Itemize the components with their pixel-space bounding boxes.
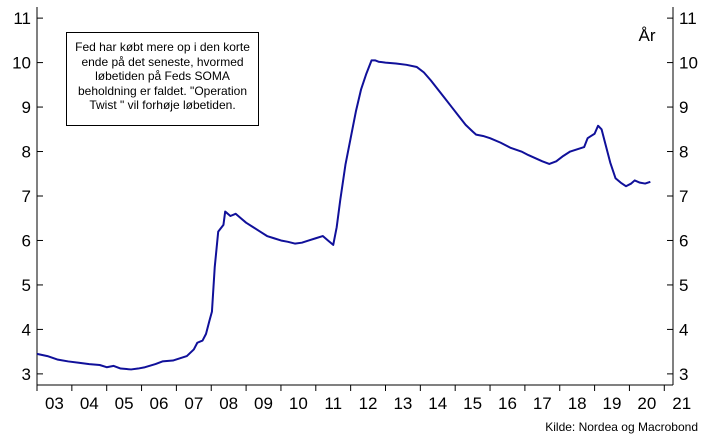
x-tick-label: 08 xyxy=(219,394,238,413)
y-unit-label: År xyxy=(639,26,656,45)
right-y-tick-label: 3 xyxy=(679,365,688,384)
left-y-tick-label: 4 xyxy=(22,320,31,339)
left-y-tick-label: 11 xyxy=(13,9,31,28)
x-tick-label: 15 xyxy=(463,394,482,413)
x-tick-label: 14 xyxy=(428,394,447,413)
x-tick-label: 18 xyxy=(568,394,587,413)
x-tick-label: 17 xyxy=(533,394,552,413)
annotation-text: Fed har købt mere op i den korte ende på… xyxy=(75,40,250,113)
x-tick-label: 03 xyxy=(45,394,64,413)
right-y-tick-label: 11 xyxy=(679,9,697,28)
right-y-tick-label: 7 xyxy=(679,187,688,206)
left-y-tick-label: 10 xyxy=(12,54,31,73)
right-y-tick-label: 8 xyxy=(679,143,688,162)
annotation-box: Fed har købt mere op i den korte ende på… xyxy=(66,32,259,126)
x-tick-label: 20 xyxy=(637,394,656,413)
x-tick-label: 12 xyxy=(359,394,378,413)
right-y-tick-label: 10 xyxy=(679,54,698,73)
x-tick-label: 07 xyxy=(184,394,203,413)
x-tick-label: 21 xyxy=(672,394,691,413)
x-tick-label: 05 xyxy=(115,394,134,413)
x-tick-label: 13 xyxy=(393,394,412,413)
x-tick-label: 11 xyxy=(324,394,342,413)
x-tick-label: 04 xyxy=(80,394,99,413)
x-tick-label: 19 xyxy=(603,394,622,413)
right-y-tick-label: 6 xyxy=(679,231,688,250)
series-line xyxy=(36,59,651,371)
left-y-tick-label: 5 xyxy=(22,276,31,295)
source-note: Kilde: Nordea og Macrobond xyxy=(545,420,698,434)
x-tick-label: 10 xyxy=(289,394,308,413)
left-y-tick-label: 8 xyxy=(22,143,31,162)
left-y-tick-label: 7 xyxy=(22,187,31,206)
x-axis: 03 04 05 06 07 08 09 10 11 12 13 14 15 16 17 18 19 20 21 xyxy=(36,385,691,413)
left-y-tick-label: 3 xyxy=(22,365,31,384)
right-y-tick-label: 9 xyxy=(679,98,688,117)
right-y-axis: 3 4 5 6 7 8 9 10 11 xyxy=(667,9,698,384)
series-layer xyxy=(36,59,651,371)
left-y-axis: 3 4 5 6 7 8 9 10 11 xyxy=(12,9,43,384)
right-y-tick-label: 4 xyxy=(679,320,688,339)
right-y-tick-label: 5 xyxy=(679,276,688,295)
x-tick-label: 09 xyxy=(254,394,273,413)
x-tick-label: 06 xyxy=(150,394,169,413)
left-y-tick-label: 6 xyxy=(22,231,31,250)
left-y-tick-label: 9 xyxy=(22,98,31,117)
x-tick-label: 16 xyxy=(498,394,517,413)
